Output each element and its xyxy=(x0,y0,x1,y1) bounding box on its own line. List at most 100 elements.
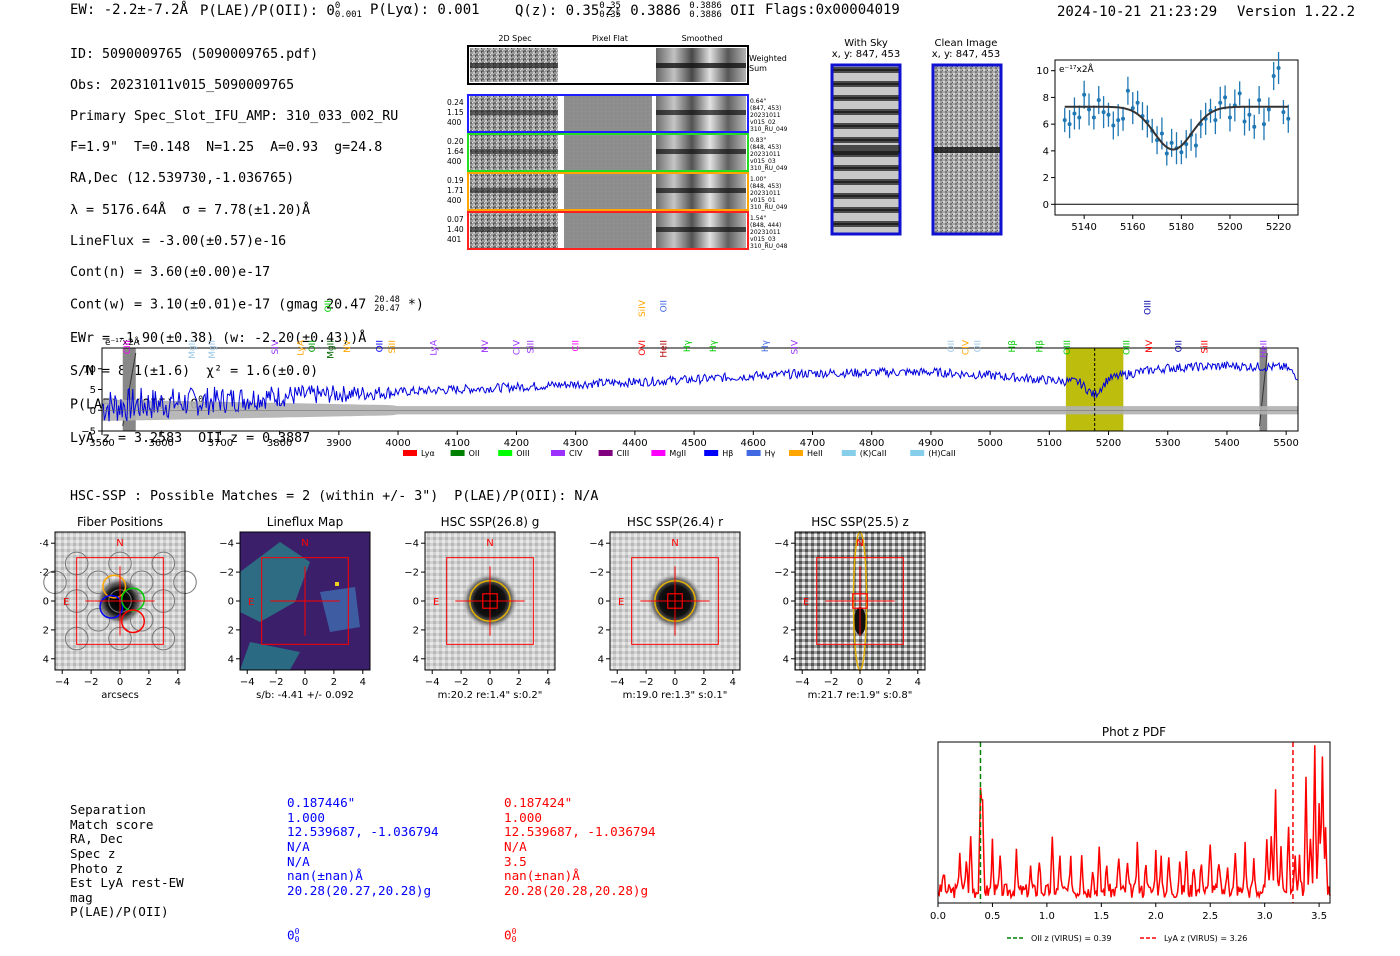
spectrum-flux-line xyxy=(101,360,1299,422)
match-labels: Separation Match score RA, Dec Spec z Photo … xyxy=(70,774,184,935)
zoom-xtick-label: 5220 xyxy=(1266,222,1291,233)
zoom-data-point xyxy=(1072,97,1077,130)
spectrum-xtick-label: 3600 xyxy=(148,438,173,449)
pdf-xtick-label: 0.0 xyxy=(930,911,946,922)
hsc-title: HSC-SSP : Possible Matches = 2 (within +… xyxy=(70,489,599,504)
match-2-value: N/A xyxy=(504,838,527,854)
zoom-point-marker xyxy=(1087,107,1092,112)
header-version: Version 1.22.2 xyxy=(1237,4,1356,20)
header-plae: P(LAE)/P(OII): 0 0 0.001 xyxy=(200,2,362,20)
hsc-ytick-label: −2 xyxy=(40,568,49,579)
hsc-panel-caption: s/b: -4.41 +/- 0.092 xyxy=(256,690,354,701)
cutout-right-label: 0.64" xyxy=(750,98,766,105)
cutout-left-label: 0.07 xyxy=(447,215,464,224)
zoom-point-marker xyxy=(1266,107,1271,112)
fiber-highlight xyxy=(120,587,146,612)
zoom-point-marker xyxy=(1067,122,1072,127)
clean-xy: x, y: 847, 453 xyxy=(931,49,1001,60)
cutout-right-label: 0.83" xyxy=(750,137,766,144)
header-timestamp: 2024-10-21 21:23:29 xyxy=(1057,4,1218,20)
zoom-data-point xyxy=(1247,98,1252,131)
zoom-point-marker xyxy=(1257,98,1262,103)
spectrum-line-label: OII xyxy=(376,340,386,352)
spectrum-xtick-label: 3900 xyxy=(326,438,351,449)
hsc-xtick-label: 2 xyxy=(516,677,522,688)
hsc-ytick-label: 2 xyxy=(43,625,49,636)
hsc-ytick-label: −2 xyxy=(219,568,234,579)
m1-plae-sup: 0 xyxy=(294,926,300,936)
zoom-data-point xyxy=(1116,104,1121,137)
zoom-point-marker xyxy=(1169,140,1174,145)
spectrum-xtick-label: 3700 xyxy=(208,438,233,449)
legend-label: Lyα xyxy=(421,449,435,458)
spectrum-line-label: CIV xyxy=(961,339,971,355)
info-primary: Primary Spec_Slot_IFU_AMP: 310_033_002_R… xyxy=(70,108,399,124)
zoom-data-point xyxy=(1062,108,1067,133)
zoom-point-marker xyxy=(1130,106,1135,111)
cutout-left-label: 400 xyxy=(447,196,462,205)
cutout-right-label: (848, 453) xyxy=(750,144,781,151)
hsc-xtick-label: 4 xyxy=(175,677,181,688)
cutout-right-label: (848, 453) xyxy=(750,183,781,190)
cutout-smooth-trace xyxy=(656,227,746,232)
legend-label: (K)CaII xyxy=(860,449,887,458)
zoom-data-point xyxy=(1242,107,1247,136)
spectrum-xtick-label: 4300 xyxy=(563,438,588,449)
zoom-point-marker xyxy=(1218,100,1223,105)
legend-swatch xyxy=(746,450,761,456)
info-obs: Obs: 20231011v015_5090009765 xyxy=(70,77,295,93)
hsc-panel-caption: m:19.0 re:1.3" s:0.1" xyxy=(623,690,728,701)
zoom-data-point xyxy=(1077,105,1082,130)
cutout-smooth-trace xyxy=(656,110,746,115)
spectrum-line-label: Hγ xyxy=(709,339,719,352)
cutout-flat-image xyxy=(564,173,652,210)
spectrum-xtick-label: 4600 xyxy=(741,438,766,449)
legend-label: LyA z (VIRUS) = 3.26 xyxy=(1164,934,1247,943)
hsc-panels: Fiber Positions N E −4 4 −2 2 0 0 2 −2 4 −4 arcsecs Li… xyxy=(40,515,926,701)
info-lineflux: LineFlux = -3.00(±0.57)e-16 xyxy=(70,233,287,249)
cutout-frame xyxy=(467,94,749,133)
info-lyaz: LyA z = 3.2583 OII z = 0.3887 xyxy=(70,431,311,447)
spectrum-line-label: OII xyxy=(659,300,669,312)
zoom-data-point xyxy=(1261,108,1266,141)
cutout-right-label: 20231011 xyxy=(750,229,781,236)
match-1-values: 0.187446" 1.000 12.539687, -1.036794 N/A N/A… xyxy=(287,767,439,956)
match-2-value: nan(±nan)Å xyxy=(504,868,580,884)
cutout-right-label: 310_RU_049 xyxy=(750,126,788,133)
legend-swatch xyxy=(551,450,565,456)
cutout-left-label: 400 xyxy=(447,118,462,127)
clean-title: Clean Image xyxy=(934,38,998,49)
spectrum-line-label: CIII xyxy=(123,340,133,354)
zoom-data-point xyxy=(1164,141,1169,166)
full-spectrum-chart: 3500 3600 3700 3800 3900 4000 4100 4200 4300 4400… xyxy=(81,299,1299,458)
header-flags: Flags:0x00004019 xyxy=(765,2,900,18)
zoom-data-point xyxy=(1169,128,1174,157)
header-z-line: OII xyxy=(730,3,756,19)
match-1-value: nan(±nan)Å xyxy=(287,868,363,884)
zoom-point-marker xyxy=(1135,100,1140,105)
zoom-point-marker xyxy=(1101,110,1106,115)
zoom-xtick-label: 5180 xyxy=(1169,222,1194,233)
spectrum-line-label: OII xyxy=(974,340,984,352)
spectrum-legend-item: MgII xyxy=(651,449,686,458)
legend-swatch xyxy=(841,450,856,456)
zoom-data-point xyxy=(1096,86,1101,115)
header-qz-sup: 0.35 xyxy=(599,1,621,11)
spectrum-line-label: OII xyxy=(947,340,957,352)
hsc-ytick-label: −2 xyxy=(774,568,789,579)
zoom-point-marker xyxy=(1247,112,1252,117)
match-1-value: N/A xyxy=(287,853,310,869)
search-box xyxy=(446,557,534,645)
cutout-right-label: (848, 444) xyxy=(750,222,781,229)
spectrum-line-label: MgII xyxy=(208,340,218,359)
hsc-xtick-label: −4 xyxy=(240,677,255,688)
hsc-xtick-label: −2 xyxy=(84,677,99,688)
zoom-data-point xyxy=(1135,90,1140,115)
zoom-data-point xyxy=(1121,106,1126,131)
hsc-panel-caption: m:20.2 re:1.4" s:0.2" xyxy=(438,690,543,701)
cutout-right-label: v015_03 xyxy=(750,158,776,165)
zoom-point-marker xyxy=(1271,74,1276,79)
zoom-data-point xyxy=(1218,86,1223,119)
